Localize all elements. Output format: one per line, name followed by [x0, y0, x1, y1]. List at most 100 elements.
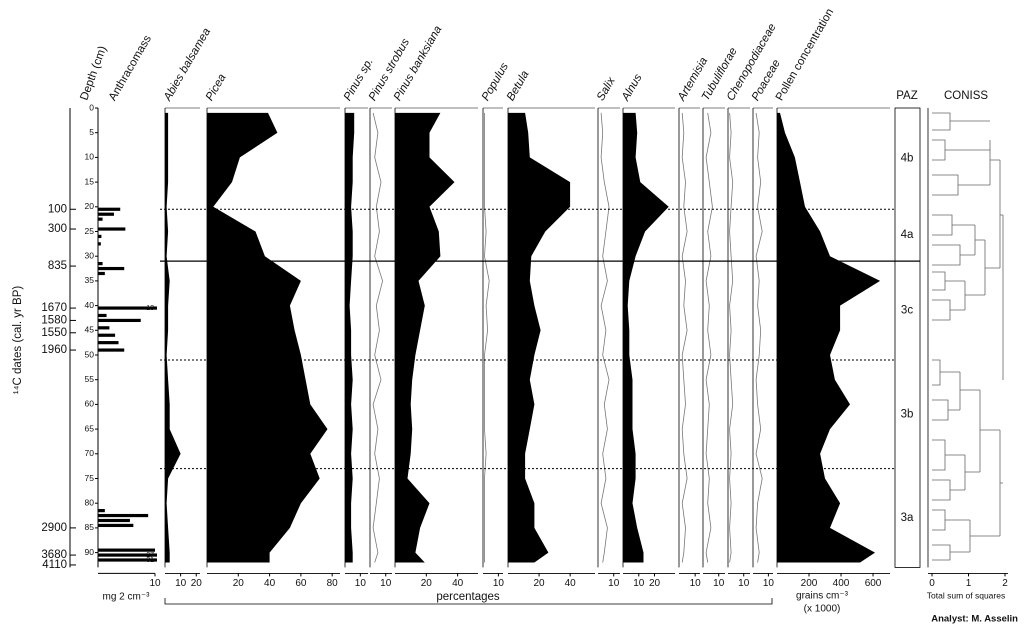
date-label: 3680 — [41, 549, 67, 561]
x-tick-label: 60 — [295, 578, 307, 589]
depth-tick-label: 35 — [85, 275, 95, 285]
anthracomass-value-label: 13 — [146, 305, 154, 312]
coniss-title: CONISS — [944, 90, 988, 102]
depth-tick-label: 0 — [89, 102, 94, 112]
taxon-area — [623, 112, 669, 563]
anthracomass-bar — [98, 217, 103, 221]
x-tick-label: 1 — [966, 578, 972, 589]
x-tick-label: 400 — [833, 578, 850, 589]
x-tick-label: 20 — [191, 578, 203, 589]
anthracomass-bar — [98, 227, 126, 231]
taxon-area — [395, 112, 455, 563]
depth-tick-label: 25 — [85, 226, 95, 236]
anthracomass-bar — [98, 306, 157, 310]
taxon-name: Alnus — [619, 72, 644, 104]
anthracomass-value-label: 27 — [146, 552, 154, 559]
anthracomass-bar — [98, 518, 130, 523]
taxon-name: Abies balsamea — [161, 26, 213, 104]
depth-tick-label: 45 — [85, 325, 95, 335]
date-label: 4110 — [42, 559, 67, 571]
anthracomass-title: Anthracomass — [107, 33, 154, 103]
anthracomass-bar — [98, 341, 119, 345]
depth-tick-label: 85 — [85, 522, 95, 532]
x-tick-label: 600 — [865, 578, 882, 589]
anthracomass-bar — [98, 262, 103, 266]
taxon-line — [484, 112, 490, 563]
taxon-line — [372, 112, 384, 563]
depth-tick-label: 60 — [85, 399, 95, 409]
taxon-area — [207, 112, 328, 563]
paz-title: PAZ — [896, 90, 918, 102]
depth-label: Depth (cm) — [78, 44, 109, 102]
depth-tick-label: 40 — [85, 300, 95, 310]
anthracomass-bar — [98, 509, 105, 513]
x-tick-label: 2 — [1002, 578, 1008, 589]
zone-label: 3b — [901, 408, 914, 420]
dates-label: ¹⁴C dates (cal. yr BP) — [12, 286, 24, 395]
date-label: 2900 — [41, 522, 67, 534]
coniss-x-label: Total sum of squares — [927, 590, 1005, 600]
anthracomass-bar — [98, 348, 125, 352]
depth-tick-label: 15 — [85, 176, 95, 186]
depth-tick-label: 75 — [85, 473, 95, 483]
taxon-area — [165, 112, 181, 563]
anthracomass-bar — [98, 318, 141, 323]
anthracomass-bar — [98, 513, 149, 518]
taxon-name: Salix — [595, 74, 618, 103]
coniss-dendrogram — [932, 112, 1004, 561]
x-tick-label: 10 — [633, 578, 645, 589]
depth-tick-label: 30 — [85, 250, 95, 260]
anthracomass-bar — [98, 242, 101, 246]
x-tick-label: 10 — [713, 578, 725, 589]
x-tick-label: 20 — [421, 578, 433, 589]
depth-tick-label: 70 — [85, 448, 95, 458]
percent-bracket — [164, 598, 773, 605]
x-tick-label: 10 — [493, 578, 505, 589]
taxon-area — [508, 112, 571, 563]
anthracomass-bar — [98, 553, 157, 557]
x-tick-label: 10 — [763, 578, 775, 589]
analyst: Analyst: M. Asselin — [931, 614, 1018, 625]
anthracomass-bar — [98, 548, 155, 552]
depth-tick-label: 90 — [85, 547, 95, 557]
zone-label: 4a — [901, 229, 914, 241]
x-tick-label: 10 — [380, 578, 392, 589]
anthracomass-bar — [98, 333, 116, 337]
anthracomass-bar — [98, 271, 105, 276]
x-tick-label: 10 — [149, 578, 161, 589]
x-tick-label: 20 — [534, 578, 546, 589]
taxon-area — [345, 112, 355, 563]
date-label: 100 — [48, 203, 67, 215]
x-tick-label: 20 — [649, 578, 661, 589]
date-label: 1960 — [41, 344, 67, 356]
depth-tick-label: 5 — [89, 127, 94, 137]
depth-tick-label: 80 — [85, 497, 95, 507]
depth-tick-label: 65 — [85, 423, 95, 433]
taxon-line — [600, 112, 610, 563]
x-tick-label: 10 — [608, 578, 620, 589]
x-tick-label: 20 — [233, 578, 245, 589]
x-tick-label: 40 — [452, 578, 464, 589]
x-tick-label: 40 — [264, 578, 276, 589]
x-tick-label: 10 — [355, 578, 367, 589]
conc-note: (x 1000) — [804, 604, 841, 615]
taxon-line — [729, 112, 734, 563]
date-label: 1670 — [41, 302, 67, 314]
depth-tick-label: 55 — [85, 374, 95, 384]
anthracomass-bar — [98, 212, 114, 216]
anthracomass-bar — [98, 207, 121, 211]
x-tick-label: 40 — [565, 578, 577, 589]
date-label: 835 — [48, 260, 67, 272]
percent-label: percentages — [436, 591, 500, 603]
taxon-name: Betula — [505, 69, 532, 103]
taxon-line — [755, 112, 763, 563]
taxon-area — [777, 112, 881, 563]
anthracomass-bar — [98, 266, 125, 271]
depth-tick-label: 10 — [85, 152, 95, 162]
anthracomass-bar — [98, 326, 110, 330]
taxon-line — [705, 112, 713, 563]
taxon-line — [681, 112, 688, 563]
zone-label: 3a — [901, 512, 914, 524]
x-tick-label: 80 — [327, 578, 339, 589]
